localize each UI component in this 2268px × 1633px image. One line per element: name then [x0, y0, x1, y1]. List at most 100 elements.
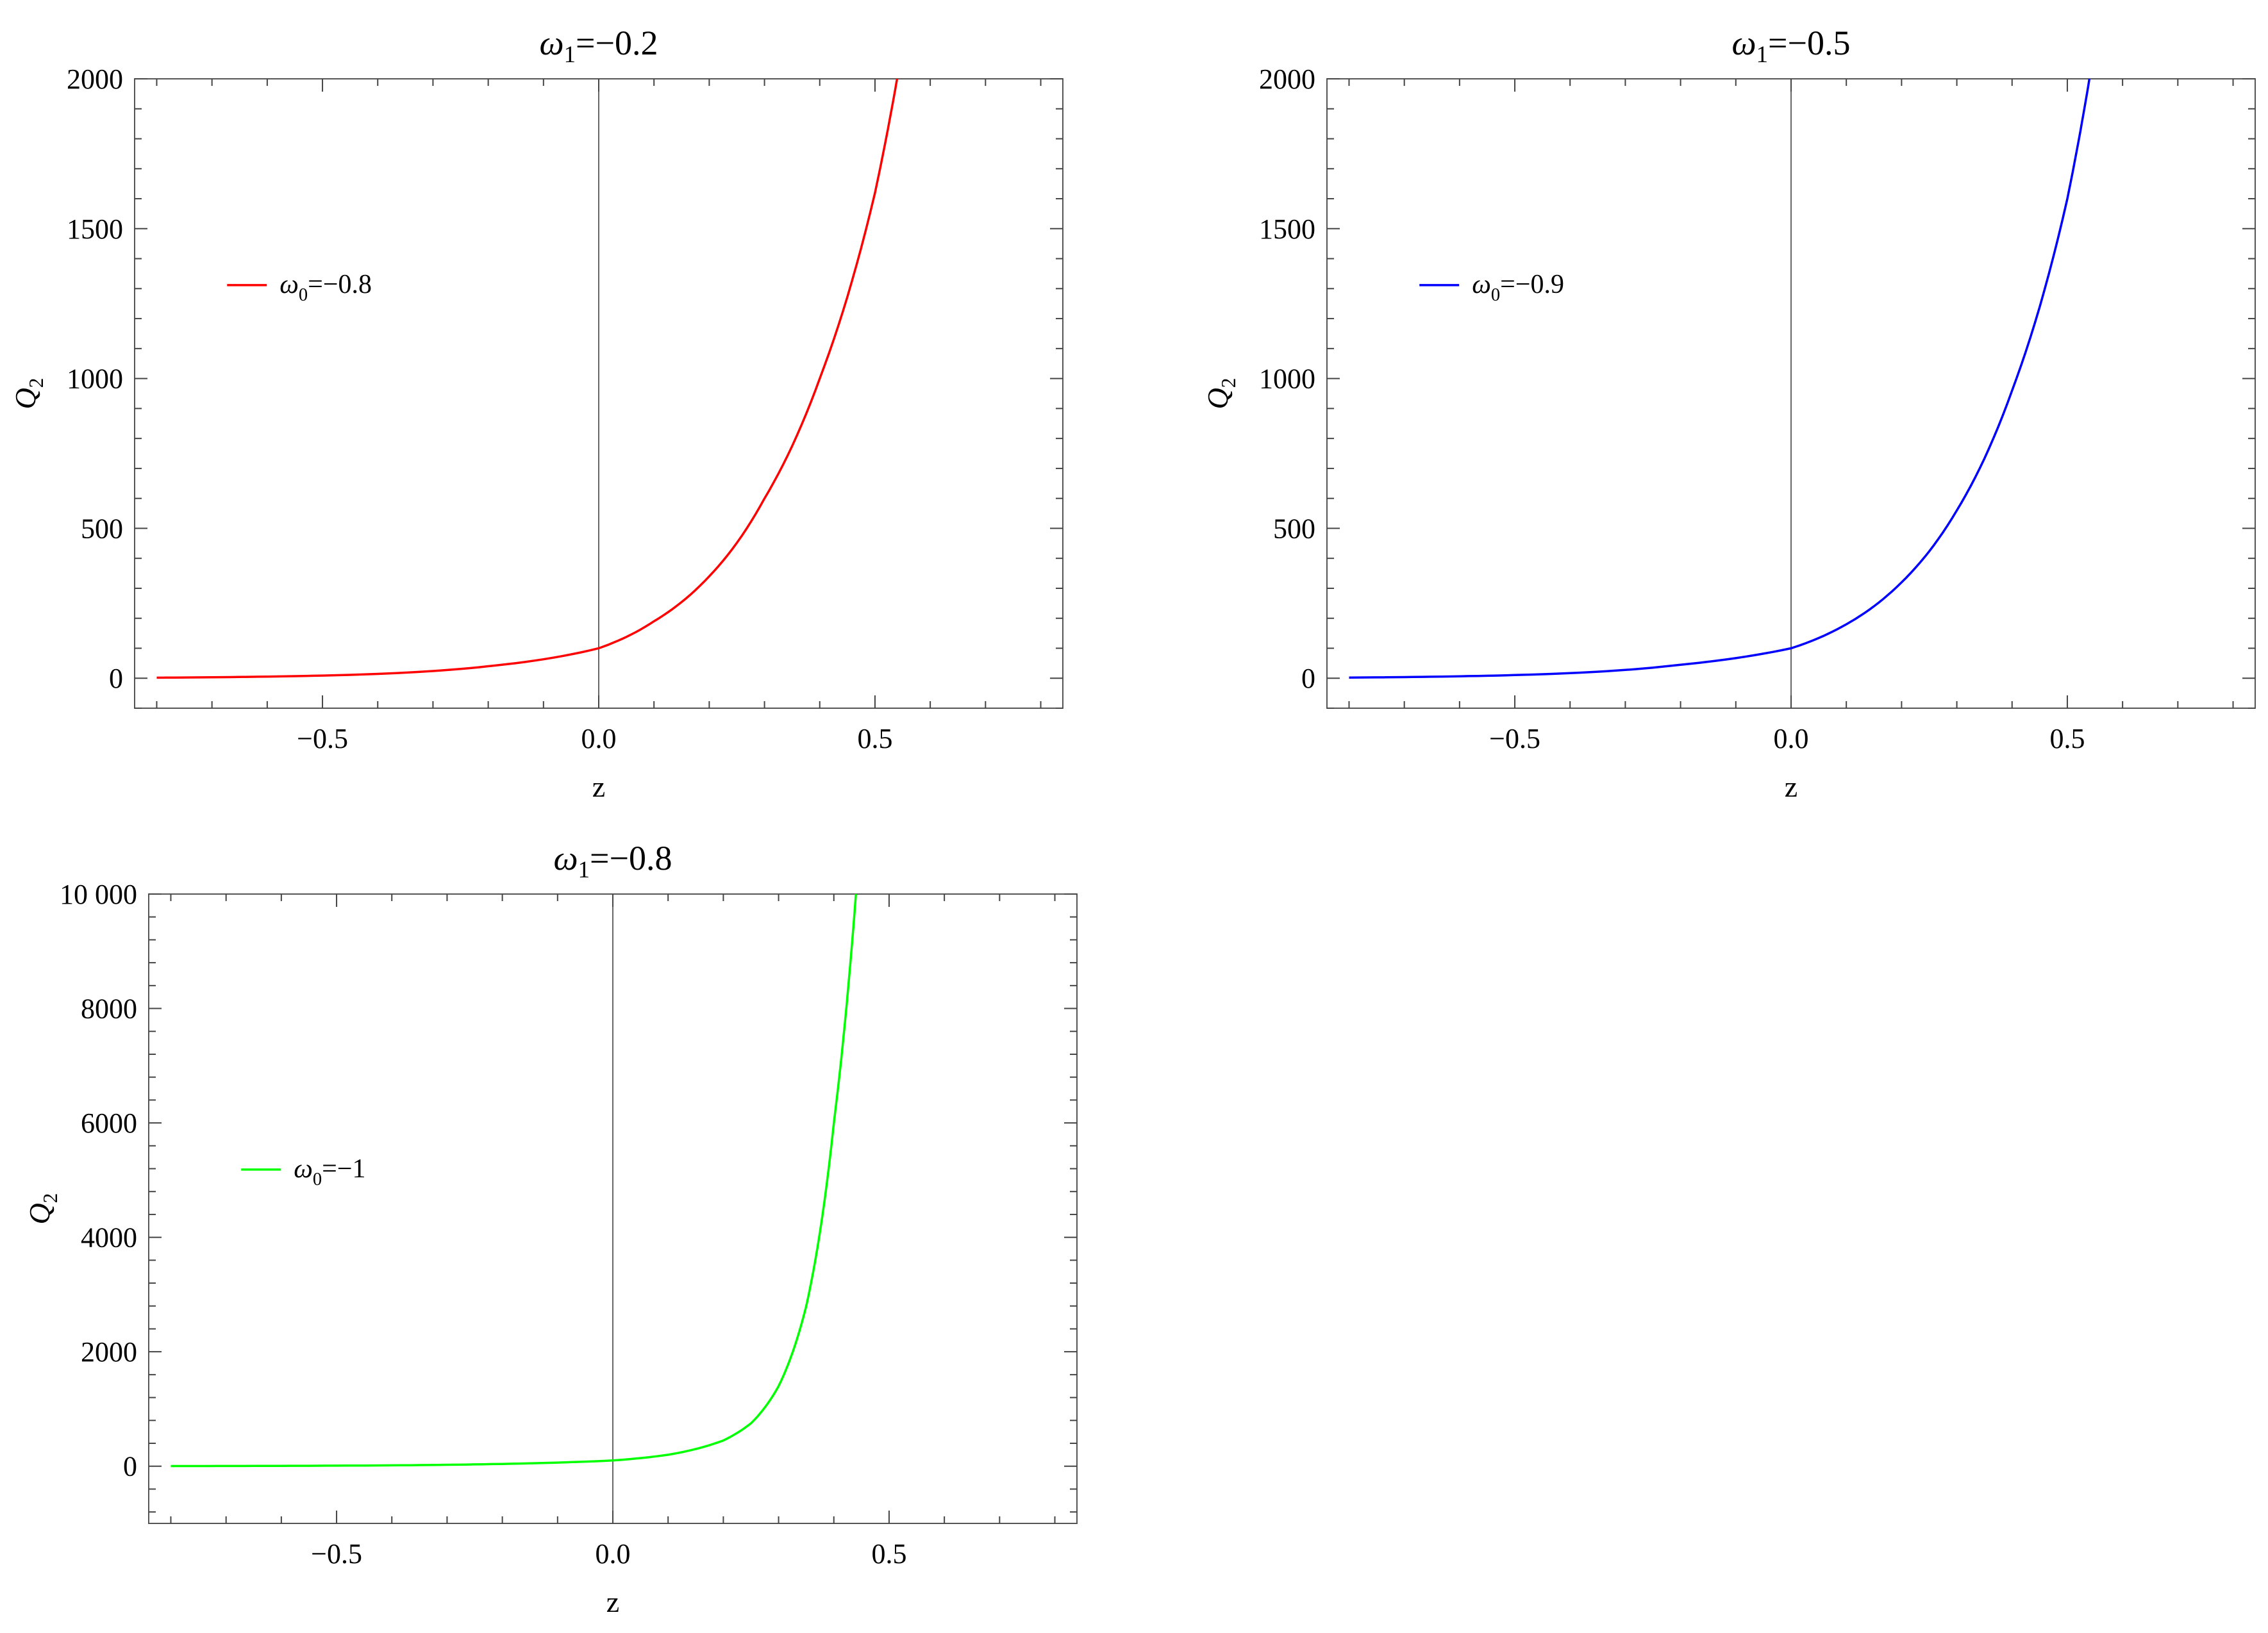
text-base: ω [1472, 270, 1491, 299]
text-subscript: 2 [25, 378, 47, 388]
x-axis-label: z [1785, 770, 1797, 803]
legend-label: ω0=−0.9 [1472, 270, 1564, 305]
svg-text:Q2: Q2 [9, 378, 47, 410]
data-point [749, 1422, 752, 1425]
data-point [2011, 389, 2014, 392]
data-point [1790, 647, 1792, 649]
text-subscript: 0 [313, 1170, 322, 1190]
text-subscript: 0 [299, 285, 308, 305]
y-tick-label: 2000 [1259, 63, 1315, 95]
y-tick-label: 6000 [81, 1107, 137, 1139]
text-rest: =−0.8 [590, 839, 672, 877]
x-tick-label: 0.5 [857, 723, 892, 754]
y-tick-label: 500 [1273, 513, 1315, 544]
data-point [487, 665, 490, 668]
text-subscript: 1 [1756, 41, 1768, 67]
data-point [855, 893, 857, 895]
x-tick-label: 0.0 [1774, 723, 1809, 754]
data-point [874, 192, 876, 194]
text-rest: =−0.8 [308, 270, 372, 299]
y-tick-label: 0 [109, 663, 123, 694]
y-axis-label: Q2 [9, 378, 47, 410]
legend-label: ω0=−1 [294, 1154, 365, 1190]
data-point [155, 676, 158, 679]
text-rest: =−0.5 [1768, 24, 1850, 62]
chart-title: ω1=−0.5 [1732, 24, 1851, 67]
text-base: ω [294, 1154, 313, 1184]
data-point [1347, 676, 1350, 679]
y-tick-label: 0 [1301, 663, 1315, 694]
data-point [1956, 509, 1958, 511]
data-point [280, 1464, 283, 1467]
data-point [667, 1454, 669, 1456]
text-base: Q [23, 1203, 56, 1224]
y-tick-label: 500 [81, 513, 123, 544]
y-tick-label: 1500 [67, 213, 123, 245]
y-tick-label: 10 000 [60, 879, 137, 910]
text-subscript: 2 [39, 1193, 62, 1204]
text-base: ω [1732, 24, 1756, 62]
legend: ω0=−0.8 [227, 270, 372, 305]
x-axis-label: z [606, 1586, 619, 1618]
text-rest: =−0.9 [1500, 270, 1564, 299]
text-rest: =−1 [322, 1154, 365, 1184]
y-axis-label: Q2 [1201, 378, 1240, 410]
data-point [390, 1464, 393, 1466]
y-axis-label: Q2 [23, 1193, 62, 1225]
text-subscript: 1 [564, 41, 576, 67]
data-point [612, 1459, 614, 1462]
chart-panel-1: −0.5 0.0 0.50500100015002000zQ2ω1=−0.2ω0=−… [9, 24, 1063, 803]
data-point [722, 1439, 724, 1442]
svg-text:Q2: Q2 [23, 1193, 62, 1225]
text-subscript: 0 [1491, 285, 1500, 305]
data-point [653, 620, 655, 622]
data-point [1900, 581, 1903, 584]
data-point [833, 1122, 835, 1124]
x-tick-label: 0.5 [2049, 723, 2085, 754]
y-tick-label: 1000 [67, 363, 123, 395]
legend-label: ω0=−0.8 [279, 270, 372, 305]
series-line [156, 78, 899, 679]
chart-title: ω1=−0.2 [540, 24, 658, 67]
x-tick-label: 0.5 [871, 1538, 906, 1570]
text-base: Q [9, 388, 42, 409]
y-tick-label: 0 [123, 1451, 137, 1482]
text-base: ω [554, 839, 578, 877]
legend: ω0=−0.9 [1419, 270, 1564, 305]
data-point [763, 497, 766, 500]
chart-panel-2: −0.5 0.0 0.50500100015002000zQ2ω1=−0.5ω0=−… [1201, 24, 2256, 803]
data-point [819, 377, 821, 380]
x-axis-label: z [592, 770, 605, 803]
data-point [1569, 672, 1571, 674]
svg-text:Q2: Q2 [1201, 378, 1240, 410]
x-tick-label: −0.5 [297, 723, 348, 754]
y-tick-label: 1500 [1259, 213, 1315, 245]
data-point [896, 78, 898, 80]
y-tick-label: 1000 [1259, 363, 1315, 395]
data-point [597, 647, 600, 649]
x-tick-label: 0.0 [596, 1538, 631, 1570]
data-point [778, 1385, 780, 1388]
data-point [1458, 675, 1461, 677]
x-tick-label: −0.5 [311, 1538, 362, 1570]
text-subscript: 2 [1217, 378, 1240, 388]
text-base: ω [540, 24, 564, 62]
data-point [708, 575, 710, 577]
text-subscript: 1 [578, 856, 590, 883]
x-tick-label: −0.5 [1489, 723, 1540, 754]
text-rest: =−0.2 [576, 24, 658, 62]
series-line [171, 893, 857, 1468]
data-point [501, 1463, 504, 1465]
x-tick-label: 0.0 [581, 723, 617, 754]
data-point [1680, 663, 1682, 666]
data-point [169, 1465, 172, 1468]
data-point [376, 673, 379, 676]
legend: ω0=−1 [241, 1154, 366, 1190]
y-tick-label: 2000 [81, 1336, 137, 1368]
data-point [2088, 78, 2090, 80]
y-tick-label: 4000 [81, 1222, 137, 1254]
text-base: ω [279, 270, 299, 299]
data-point [1845, 623, 1847, 626]
